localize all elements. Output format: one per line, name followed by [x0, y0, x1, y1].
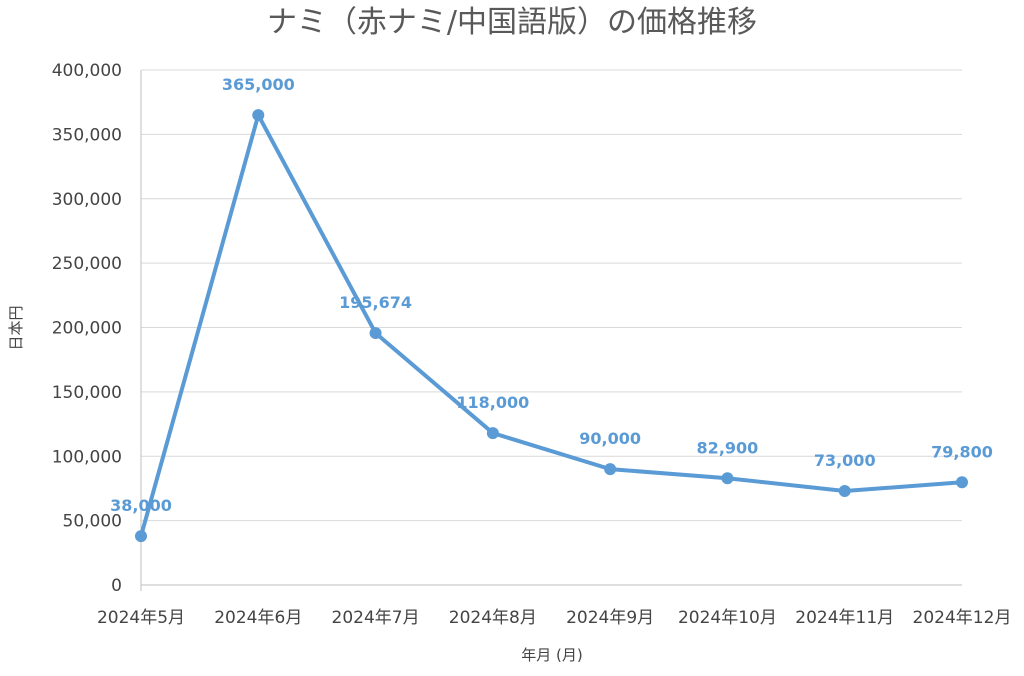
x-axis-label: 年月 (月): [521, 646, 582, 664]
data-label: 79,800: [931, 442, 993, 461]
x-tick-label: 2024年12月: [913, 608, 1012, 628]
data-point: [486, 427, 499, 440]
x-tick-label: 2024年5月: [97, 608, 185, 628]
data-point: [604, 463, 617, 476]
y-tick-label: 400,000: [52, 61, 122, 81]
y-tick-label: 350,000: [52, 125, 122, 145]
chart-title: ナミ（赤ナミ/中国語版）の価格推移: [267, 5, 757, 40]
series-layer: [135, 109, 968, 543]
y-tick-labels: 0 50,000 100,000 150,000 200,000 250,000 300,0…: [52, 61, 122, 596]
data-point: [252, 109, 265, 122]
gridlines: [141, 69, 962, 522]
y-tick-label: 300,000: [52, 190, 122, 210]
data-point: [721, 472, 734, 485]
data-point: [369, 327, 382, 340]
x-tick-label: 2024年6月: [214, 608, 302, 628]
y-tick-label: 50,000: [63, 512, 122, 532]
x-tick-label: 2024年8月: [449, 608, 537, 628]
data-labels: 38,000 365,000 195,674 118,000 90,000 82,900 7…: [110, 75, 993, 515]
data-label: 82,900: [697, 438, 759, 457]
axes: [140, 70, 962, 591]
data-label: 73,000: [814, 451, 876, 470]
x-tick-label: 2024年7月: [332, 608, 420, 628]
data-point: [838, 485, 851, 498]
y-tick-label: 200,000: [52, 319, 122, 339]
data-label: 90,000: [579, 429, 641, 448]
y-tick-label: 150,000: [52, 383, 122, 403]
series-line: [139, 113, 964, 539]
y-axis-label: 日本円: [7, 305, 25, 350]
x-tick-labels: 2024年5月 2024年6月 2024年7月 2024年8月 2024年9月 2024年…: [97, 608, 1012, 628]
x-tick-label: 2024年10月: [678, 608, 777, 628]
data-point: [135, 530, 147, 543]
data-label: 38,000: [110, 496, 172, 515]
data-point: [956, 476, 968, 489]
data-label: 365,000: [222, 75, 295, 94]
data-label: 118,000: [456, 393, 529, 412]
y-tick-label: 0: [111, 576, 122, 596]
y-tick-label: 100,000: [52, 447, 122, 467]
y-tick-label: 250,000: [52, 254, 122, 274]
data-label: 195,674: [339, 293, 412, 312]
x-tick-label: 2024年9月: [566, 608, 654, 628]
x-tick-label: 2024年11月: [795, 608, 894, 628]
